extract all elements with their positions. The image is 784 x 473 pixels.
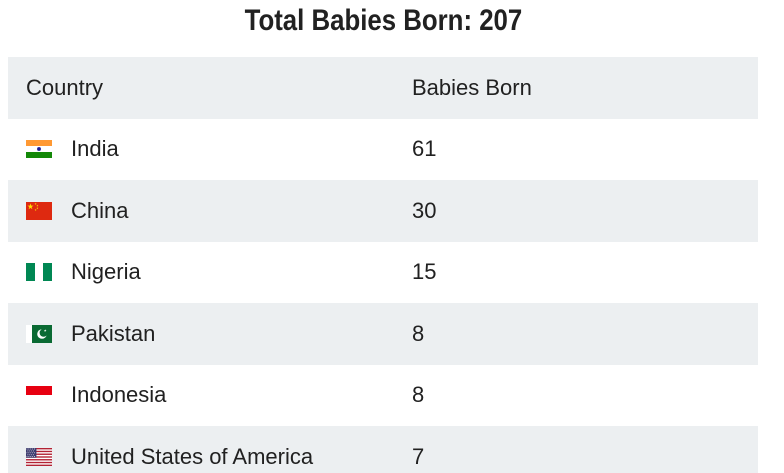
country-name: Nigeria — [71, 259, 141, 285]
table-row-nigeria: Nigeria 15 — [8, 241, 758, 304]
babies-born-cell: 8 — [412, 320, 425, 346]
country-name: China — [71, 197, 129, 223]
column-header-babies-born: Babies Born — [412, 74, 532, 100]
table-row-pakistan: Pakistan 8 — [8, 303, 758, 365]
page: Total Babies Born: 207 Country Babies Bo… — [8, 2, 758, 473]
babies-born-cell: 15 — [412, 259, 437, 285]
country-cell: China — [8, 180, 394, 242]
column-header-country: Country — [26, 74, 104, 100]
country-cell: Nigeria — [8, 242, 394, 304]
babies-born-cell: 7 — [412, 443, 425, 469]
babies-born-table: Country Babies Born India — [8, 57, 758, 473]
table-row-india: India 61 — [8, 118, 758, 181]
table-header-row: Country Babies Born — [8, 57, 758, 119]
india-flag-icon — [26, 140, 52, 159]
table-row-usa: United States of America 7 — [8, 426, 758, 473]
country-name: Indonesia — [71, 382, 167, 408]
country-cell: India — [8, 119, 394, 181]
page-title: Total Babies Born: 207 — [8, 2, 758, 40]
country-cell: Pakistan — [8, 303, 394, 365]
pakistan-flag-icon — [26, 324, 52, 343]
nigeria-flag-icon — [26, 263, 52, 282]
babies-born-cell: 30 — [412, 197, 437, 223]
page-title-text: Total Babies Born: 207 — [244, 4, 522, 37]
babies-born-cell: 61 — [412, 136, 437, 162]
table-row-indonesia: Indonesia 8 — [8, 364, 758, 427]
indonesia-flag-icon — [26, 386, 52, 405]
country-name: India — [71, 136, 119, 162]
china-flag-icon — [26, 201, 52, 220]
country-cell: United States of America — [8, 426, 394, 473]
table-row-china: China 30 — [8, 180, 758, 242]
country-name: United States of America — [71, 443, 314, 469]
babies-born-cell: 8 — [412, 382, 425, 408]
country-name: Pakistan — [71, 320, 156, 346]
country-cell: Indonesia — [8, 365, 394, 427]
usa-flag-icon — [26, 447, 52, 466]
